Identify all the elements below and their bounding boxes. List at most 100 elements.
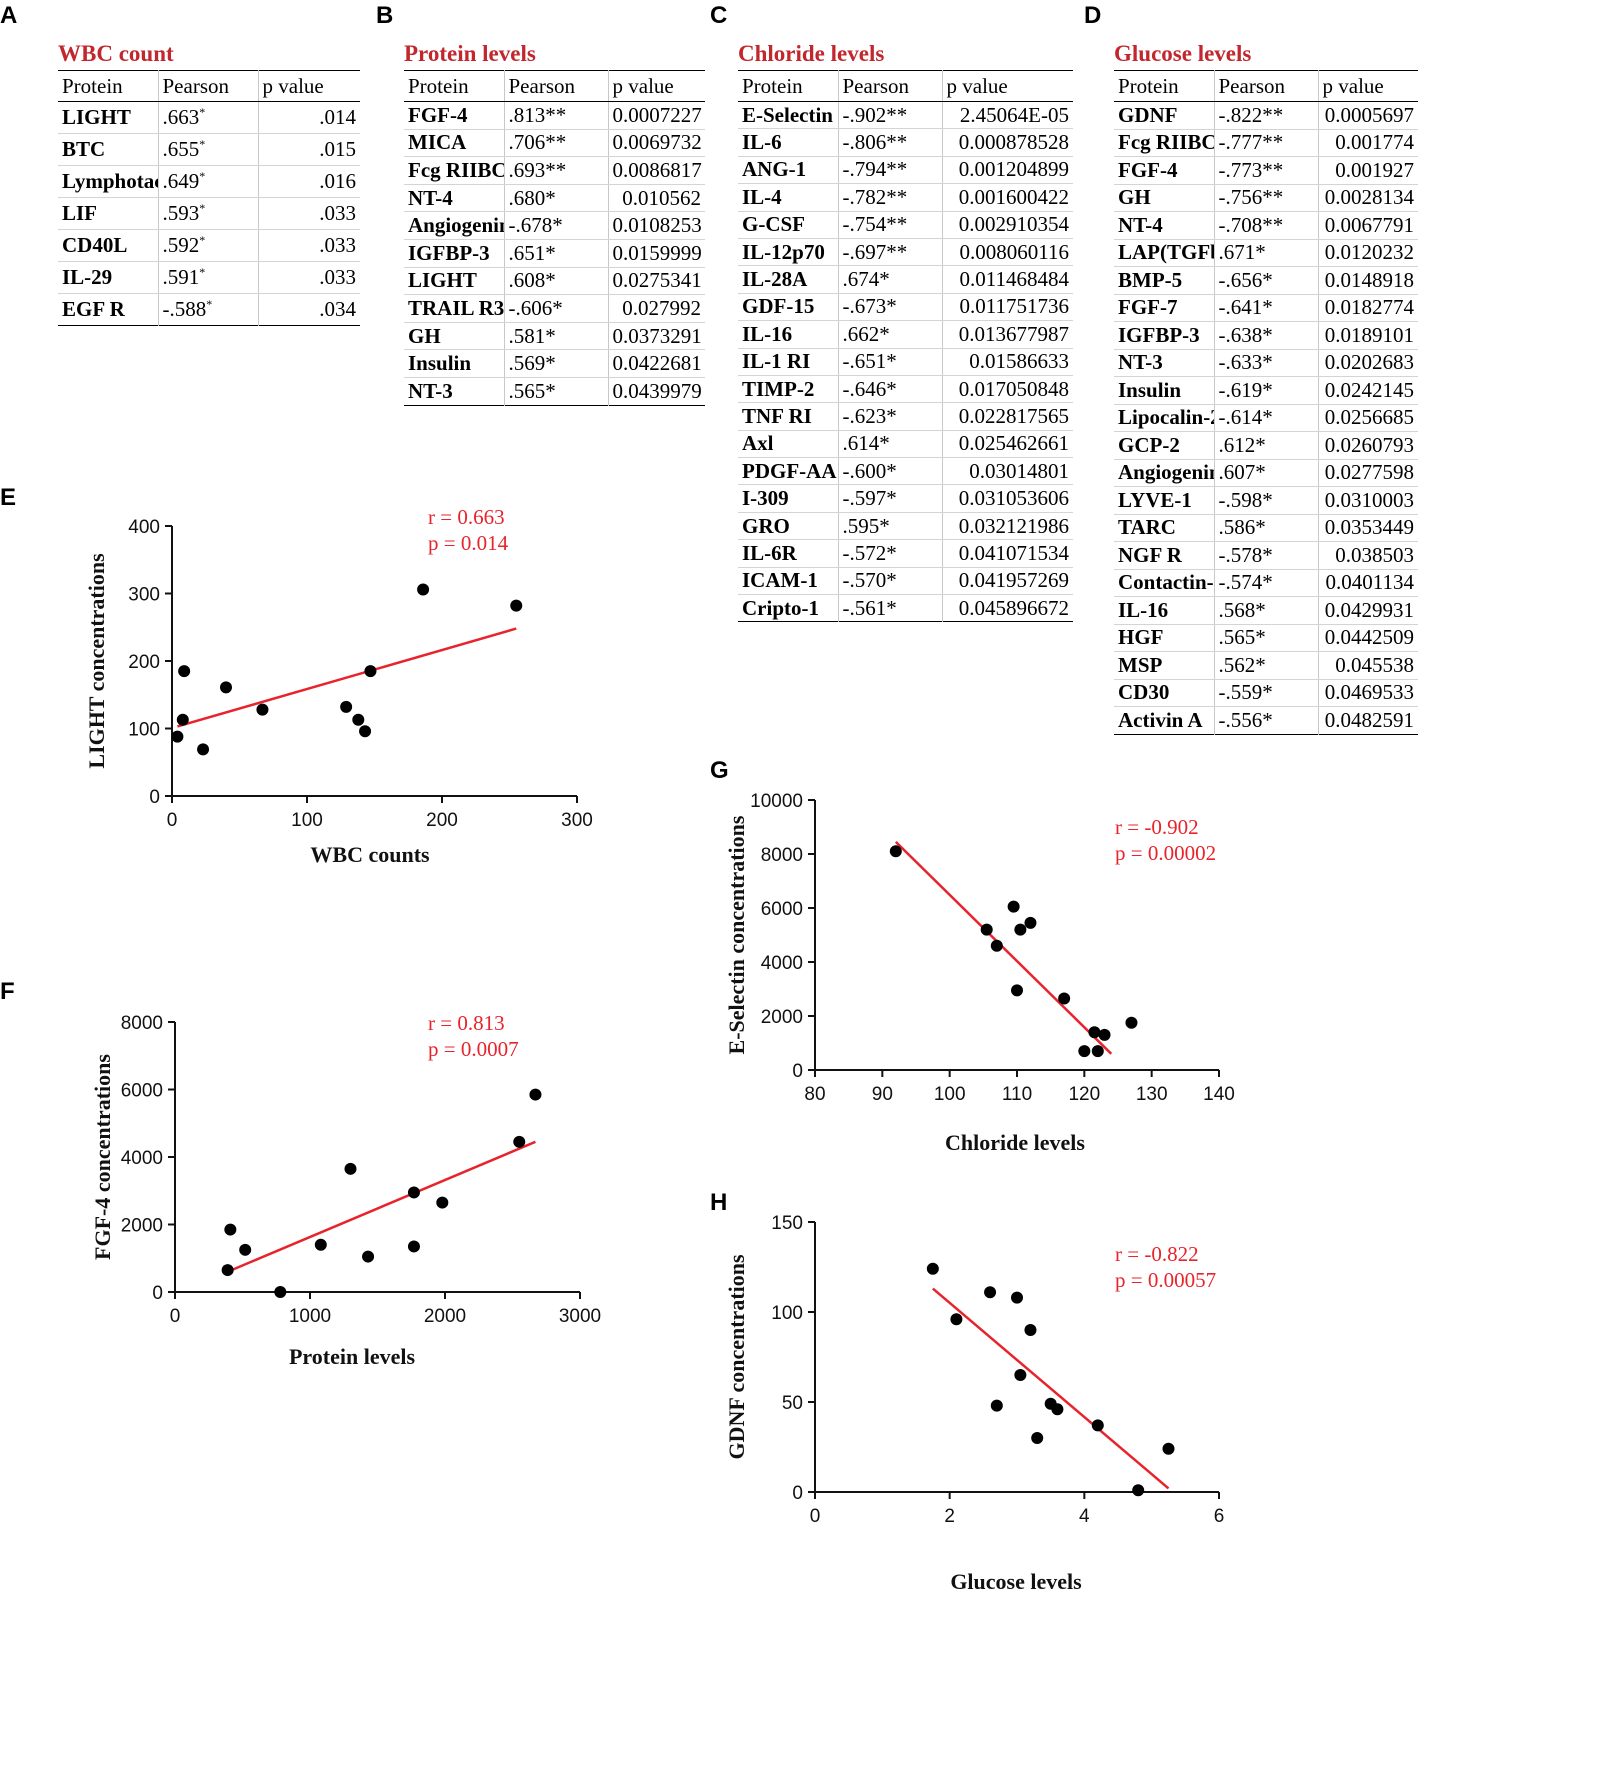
- pearson-value: .813**: [508, 102, 567, 127]
- x-tick-label: 80: [804, 1084, 825, 1105]
- data-point: [1024, 916, 1037, 929]
- x-tick-label: 100: [934, 1084, 966, 1105]
- table-row: HGF .565* 0.0442509: [1114, 624, 1418, 652]
- data-point: [1007, 900, 1020, 913]
- p-value: .014: [258, 101, 360, 134]
- protein-name: Lipocalin-2: [1114, 404, 1214, 432]
- x-tick-label: 200: [426, 810, 458, 831]
- p-value: 0.002910354: [942, 211, 1073, 239]
- pearson-value: -.619*: [1218, 377, 1273, 402]
- panel-letter-e: E: [0, 484, 17, 511]
- table-row: IL-16.662* 0.013677987: [738, 320, 1073, 349]
- table-row: GRO .595* 0.032121986: [738, 512, 1073, 541]
- table-row: IGFBP-3 -.638* 0.0189101: [1114, 321, 1418, 350]
- table-row: FGF-4.813** 0.0007227: [404, 101, 705, 130]
- p-value: .033: [258, 197, 360, 230]
- data-point: [1078, 1045, 1091, 1058]
- protein-name: FGF-7: [1114, 294, 1214, 322]
- table-row: Lymphotactin.649*.016: [58, 165, 360, 198]
- protein-name: Fcg RIIBC: [1114, 129, 1214, 157]
- x-tick-label: 110: [1002, 1084, 1032, 1105]
- p-value: 0.045538: [1318, 651, 1418, 680]
- table-title-wbc: WBC count: [58, 41, 174, 66]
- table-row: IL-1 RI -.651* 0.01586633: [738, 348, 1073, 376]
- table-row: GDNF -.822** 0.0005697: [1114, 101, 1418, 130]
- y-tick-label: 50: [782, 1393, 803, 1414]
- pearson-cell: .565*: [1213, 624, 1319, 652]
- data-point: [1011, 1291, 1023, 1304]
- column-header-protein: Protein: [1114, 70, 1214, 102]
- pearson-value: .581*: [508, 323, 556, 348]
- significance-mark: *: [199, 265, 206, 279]
- protein-name: EGF R: [62, 297, 125, 321]
- pearson-cell: .680*: [503, 184, 609, 213]
- pearson-value: -.902**: [842, 102, 908, 127]
- data-point: [362, 1250, 375, 1263]
- pearson-cell: .693**: [503, 156, 609, 185]
- pearson-cell: .586*: [1213, 514, 1319, 542]
- p-value: .033: [258, 261, 360, 294]
- significance-mark: *: [199, 169, 206, 183]
- protein-name: IL-4: [738, 183, 838, 212]
- table-row: G-CSF -.754** 0.002910354: [738, 211, 1073, 239]
- p-value: .016: [258, 165, 360, 198]
- protein-name: BTC: [58, 133, 158, 166]
- pearson-value: -.806**: [842, 130, 908, 155]
- table-row: TRAIL R3 -.606* 0.027992: [404, 294, 705, 323]
- p-value: .033: [258, 229, 360, 262]
- table-row: E-Selectin -.902** 2.45064E-05: [738, 101, 1073, 130]
- pearson-cell: -.598*: [1213, 486, 1319, 515]
- protein-name: NT-3: [408, 378, 453, 403]
- correlation-r: r = 0.663: [428, 505, 505, 529]
- pearson-value: .562*: [1218, 652, 1266, 677]
- pearson-value: -.756**: [1218, 185, 1284, 210]
- x-tick-label: 6: [1214, 1506, 1225, 1527]
- data-point: [407, 1186, 420, 1199]
- pearson-cell: -.656*: [1213, 266, 1319, 295]
- data-point: [889, 845, 902, 858]
- p-value: .015: [258, 133, 360, 166]
- pearson-cell: .813**: [503, 101, 609, 130]
- pearson-cell: -.572*: [837, 539, 943, 568]
- pearson-value: -.597*: [842, 486, 897, 511]
- table-row: LYVE-1 -.598* 0.0310003: [1114, 486, 1418, 515]
- table-row: ANG-1 -.794** 0.001204899: [738, 156, 1073, 185]
- protein-name: LIF: [58, 197, 158, 230]
- table-row: GH .581* 0.0373291: [404, 322, 705, 351]
- y-tick-label: 6000: [761, 899, 803, 920]
- pearson-cell: -.794**: [837, 156, 943, 185]
- table-row: EGF R -.588* .034: [58, 293, 360, 326]
- panel-letter-d: D: [1084, 2, 1102, 29]
- data-point: [513, 1135, 526, 1148]
- x-tick-label: 4: [1079, 1506, 1090, 1527]
- table-panel-wbc: WBC count Protein Pearson p value LIGHT .663*…: [58, 38, 360, 326]
- column-header-p-value: p value: [608, 70, 705, 102]
- data-point: [274, 1286, 287, 1298]
- p-value: 0.0120232: [1318, 239, 1418, 267]
- protein-name: LAP(TGFb1): [1114, 239, 1214, 267]
- p-value: 2.45064E-05: [942, 101, 1073, 130]
- pearson-cell: -.678*: [503, 211, 609, 240]
- table-title-chloride: Chloride levels: [738, 41, 885, 66]
- table-row: Fcg RIIBC -.777** 0.001774: [1114, 129, 1418, 157]
- protein-name: Angiogenin: [1114, 459, 1214, 487]
- x-tick-label: 300: [561, 810, 593, 831]
- pearson-cell: -.822**: [1213, 101, 1319, 130]
- pearson-cell: -.708**: [1213, 211, 1319, 240]
- p-value: 0.0373291: [608, 322, 705, 351]
- correlation-table-wbc: Protein Pearson p value LIGHT .663* .014 BTC .6…: [58, 70, 360, 326]
- table-row: IL-4 -.782** 0.001600422: [738, 183, 1073, 212]
- p-value: 0.0189101: [1318, 321, 1418, 350]
- table-row: NT-3 -.633* 0.0202683: [1114, 349, 1418, 377]
- significance-mark: *: [199, 201, 206, 215]
- pearson-cell: .592*: [157, 229, 259, 262]
- p-value: 0.001774: [1318, 129, 1418, 157]
- protein-name: Lymphotactin: [58, 165, 158, 198]
- pearson-value: -.556*: [1218, 707, 1273, 732]
- pearson-value: .651*: [508, 240, 556, 265]
- table-row: IL-6R -.572* 0.041071534: [738, 539, 1073, 568]
- regression-line: [177, 627, 517, 728]
- pearson-cell: -.633*: [1213, 349, 1319, 377]
- scatter-chart-chloride-eselectin: 80 90 100 110 120 130 140 0 2000 4000 6000 8000 1000…: [724, 791, 1235, 1155]
- p-value: 0.01586633: [942, 348, 1073, 376]
